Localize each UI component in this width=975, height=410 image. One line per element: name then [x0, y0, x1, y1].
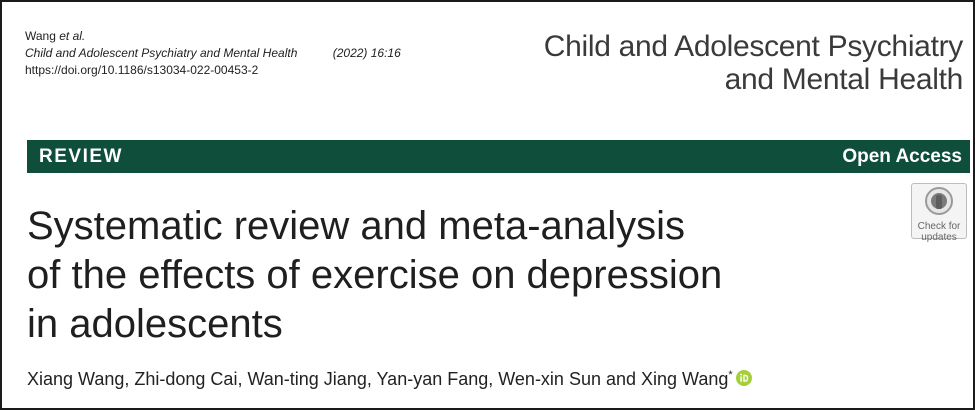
article-title: Systematic review and meta-analysis of t… — [27, 202, 827, 349]
doi-link[interactable]: https://doi.org/10.1186/s13034-022-00453… — [25, 63, 259, 77]
header-citation: Child and Adolescent Psychiatry and Ment… — [25, 45, 401, 62]
header-journal-name: Child and Adolescent Psychiatry and Ment… — [25, 46, 298, 60]
title-line-1: Systematic review and meta-analysis — [27, 204, 686, 248]
check-for-updates-badge[interactable]: Check for updates — [911, 183, 967, 243]
orcid-icon[interactable] — [735, 370, 752, 386]
header-author-name: Wang — [25, 29, 56, 43]
journal-brand-line2: and Mental Health — [724, 63, 964, 96]
article-type-label: REVIEW — [39, 145, 123, 167]
crossmark-icon — [925, 187, 953, 215]
author-list: Xiang Wang, Zhi-dong Cai, Wan-ting Jiang… — [27, 369, 752, 390]
corresponding-author-mark: * — [728, 369, 733, 381]
citation-header: Wang et al. Child and Adolescent Psychia… — [25, 28, 401, 79]
header-volume-info: (2022) 16:16 — [332, 46, 401, 60]
journal-brand-line1: Child and Adolescent Psychiatry — [543, 30, 964, 63]
header-et-al: et al. — [59, 29, 86, 43]
author-names: Xiang Wang, Zhi-dong Cai, Wan-ting Jiang… — [27, 369, 729, 389]
check-updates-label-1: Check for — [917, 221, 961, 232]
journal-brand: Child and Adolescent Psychiatry and Ment… — [543, 30, 964, 96]
title-line-3: in adolescents — [27, 302, 283, 346]
open-access-label: Open Access — [842, 145, 962, 167]
check-updates-label-2: updates — [921, 232, 957, 243]
header-author: Wang et al. — [25, 28, 401, 45]
title-line-2: of the effects of exercise on depression — [27, 253, 723, 297]
article-type-bar: REVIEW Open Access — [27, 140, 970, 173]
